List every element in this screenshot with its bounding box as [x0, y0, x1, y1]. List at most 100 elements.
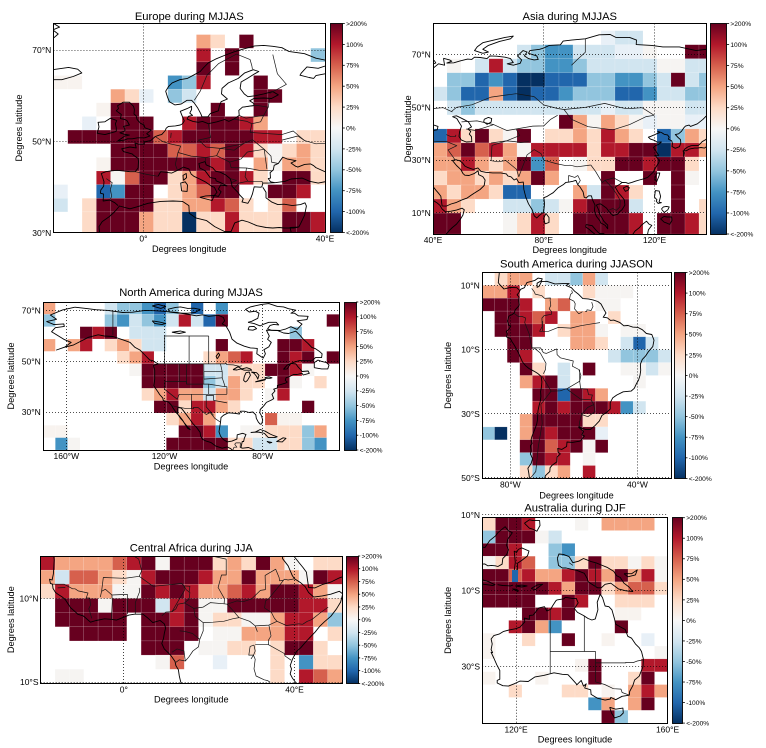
svg-text:10°N: 10°N — [20, 594, 39, 604]
svg-text:50%: 50% — [730, 84, 743, 91]
svg-text:100%: 100% — [362, 566, 379, 573]
svg-text:-25%: -25% — [689, 393, 705, 400]
svg-text:-100%: -100% — [730, 210, 749, 217]
svg-text:-100%: -100% — [689, 455, 708, 462]
svg-text:40°E: 40°E — [285, 685, 304, 695]
svg-text:100%: 100% — [360, 314, 377, 321]
svg-text:75%: 75% — [362, 579, 375, 586]
svg-text:-75%: -75% — [689, 435, 705, 442]
svg-text:0%: 0% — [730, 126, 740, 133]
svg-text:-100%: -100% — [346, 209, 365, 216]
svg-text:-50%: -50% — [730, 168, 746, 175]
svg-text:120°W: 120°W — [152, 451, 178, 461]
svg-text:Europe during MJJAS: Europe during MJJAS — [135, 11, 244, 23]
svg-text:25%: 25% — [730, 105, 743, 112]
svg-text:50°S: 50°S — [461, 473, 480, 483]
svg-text:-100%: -100% — [686, 700, 705, 707]
svg-text:-25%: -25% — [362, 630, 378, 637]
svg-text:<-200%: <-200% — [689, 476, 712, 483]
svg-text:-50%: -50% — [360, 403, 376, 410]
svg-text:0%: 0% — [362, 617, 372, 624]
svg-text:Degrees longitude: Degrees longitude — [538, 735, 613, 745]
svg-text:-100%: -100% — [360, 433, 379, 440]
svg-text:70°N: 70°N — [22, 306, 41, 316]
svg-text:-25%: -25% — [346, 146, 362, 153]
svg-text:25%: 25% — [346, 105, 359, 112]
svg-text:0%: 0% — [686, 618, 696, 625]
svg-text:50%: 50% — [360, 344, 373, 351]
svg-text:-75%: -75% — [362, 655, 378, 662]
svg-text:40°E: 40°E — [316, 234, 335, 244]
svg-text:-50%: -50% — [689, 414, 705, 421]
svg-text:>200%: >200% — [360, 299, 381, 306]
svg-text:10°S: 10°S — [461, 345, 480, 355]
svg-text:0%: 0% — [360, 373, 370, 380]
svg-text:-25%: -25% — [730, 147, 746, 154]
svg-text:Asia during MJJAS: Asia during MJJAS — [522, 11, 617, 23]
svg-text:-25%: -25% — [686, 638, 702, 645]
svg-text:40°W: 40°W — [627, 480, 648, 490]
svg-text:0°: 0° — [139, 234, 147, 244]
svg-text:10°N: 10°N — [412, 208, 431, 218]
svg-text:<-200%: <-200% — [360, 447, 383, 454]
svg-text:-50%: -50% — [346, 167, 362, 174]
svg-text:30°S: 30°S — [461, 409, 480, 419]
svg-text:-75%: -75% — [686, 679, 702, 686]
svg-text:70°N: 70°N — [32, 45, 51, 55]
svg-text:100%: 100% — [686, 536, 703, 543]
svg-text:Degrees latitude: Degrees latitude — [6, 586, 16, 653]
svg-text:160°W: 160°W — [53, 451, 79, 461]
svg-text:160°E: 160°E — [656, 724, 680, 734]
svg-text:75%: 75% — [346, 63, 359, 70]
svg-text:Degrees longitude: Degrees longitude — [152, 244, 227, 254]
svg-text:25%: 25% — [689, 352, 702, 359]
svg-text:30°N: 30°N — [412, 155, 431, 165]
svg-text:50%: 50% — [689, 332, 702, 339]
svg-text:25%: 25% — [686, 597, 699, 604]
svg-text:<-200%: <-200% — [362, 681, 385, 688]
svg-text:100%: 100% — [730, 42, 747, 49]
svg-text:>200%: >200% — [730, 21, 751, 28]
svg-text:75%: 75% — [686, 556, 699, 563]
svg-text:Degrees latitude: Degrees latitude — [6, 343, 16, 410]
svg-text:25%: 25% — [362, 604, 375, 611]
svg-text:-100%: -100% — [362, 668, 381, 675]
svg-text:50%: 50% — [346, 84, 359, 91]
svg-text:30°S: 30°S — [461, 662, 480, 672]
svg-text:80°E: 80°E — [534, 235, 553, 245]
svg-text:50%: 50% — [362, 592, 375, 599]
svg-text:30°N: 30°N — [22, 407, 41, 417]
svg-text:>200%: >200% — [346, 21, 367, 28]
svg-text:-50%: -50% — [362, 643, 378, 650]
svg-text:10°N: 10°N — [461, 510, 480, 520]
svg-text:Degrees latitude: Degrees latitude — [403, 95, 413, 162]
svg-text:<-200%: <-200% — [730, 231, 753, 238]
svg-text:120°E: 120°E — [643, 235, 667, 245]
svg-text:50°N: 50°N — [32, 136, 51, 146]
svg-text:0%: 0% — [689, 373, 699, 380]
svg-text:Degrees longitude: Degrees longitude — [154, 695, 229, 705]
svg-text:<-200%: <-200% — [686, 721, 709, 728]
svg-text:Degrees longitude: Degrees longitude — [539, 491, 614, 501]
svg-text:Australia during DJF: Australia during DJF — [524, 503, 626, 515]
svg-text:>200%: >200% — [686, 515, 707, 522]
svg-text:10°N: 10°N — [461, 281, 480, 291]
svg-text:Degrees longitude: Degrees longitude — [154, 462, 229, 472]
svg-text:70°N: 70°N — [412, 50, 431, 60]
svg-text:75%: 75% — [689, 311, 702, 318]
svg-text:75%: 75% — [730, 63, 743, 70]
svg-text:Central Africa during JJA: Central Africa during JJA — [130, 543, 254, 555]
svg-text:25%: 25% — [360, 359, 373, 366]
svg-text:30°N: 30°N — [32, 228, 51, 238]
svg-text:80°W: 80°W — [500, 480, 521, 490]
svg-text:50°N: 50°N — [412, 102, 431, 112]
svg-text:-75%: -75% — [346, 188, 362, 195]
svg-text:North America during MJJAS: North America during MJJAS — [119, 287, 263, 299]
svg-text:40°E: 40°E — [424, 235, 443, 245]
svg-text:0%: 0% — [346, 125, 356, 132]
svg-text:10°S: 10°S — [20, 677, 39, 687]
svg-text:-50%: -50% — [686, 659, 702, 666]
svg-text:-75%: -75% — [730, 189, 746, 196]
svg-text:>200%: >200% — [362, 553, 383, 560]
svg-text:50%: 50% — [686, 577, 699, 584]
